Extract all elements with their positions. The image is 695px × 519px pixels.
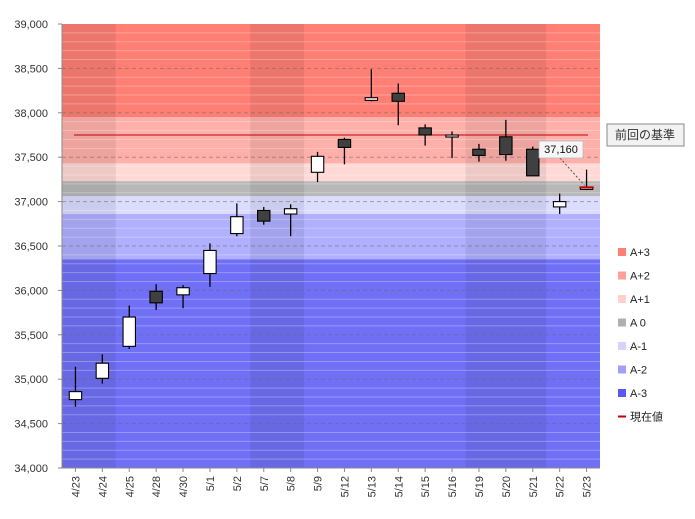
x-tick-label: 4/30 bbox=[178, 476, 190, 497]
band-aminus2 bbox=[62, 214, 600, 260]
x-tick-label: 5/2 bbox=[232, 476, 244, 491]
legend-label: A+3 bbox=[630, 247, 650, 259]
candle-body bbox=[472, 148, 486, 156]
y-tick-label: 37,500 bbox=[14, 152, 48, 164]
x-tick-label: 5/22 bbox=[555, 476, 567, 497]
candle-body bbox=[552, 201, 567, 208]
x-tick-label: 5/21 bbox=[528, 476, 540, 497]
x-tick-label: 5/20 bbox=[501, 476, 513, 497]
reference-label: 前回の基準 bbox=[615, 127, 675, 142]
x-tick-label: 4/24 bbox=[97, 476, 109, 497]
x-tick-label: 5/16 bbox=[447, 476, 459, 497]
legend-label: A+2 bbox=[630, 271, 650, 283]
y-tick-label: 34,500 bbox=[14, 419, 48, 431]
candle-body bbox=[283, 208, 298, 215]
x-tick-label: 5/12 bbox=[339, 476, 351, 497]
y-tick-label: 36,500 bbox=[14, 241, 48, 253]
candle-body bbox=[122, 316, 136, 347]
x-tick-label: 4/25 bbox=[124, 476, 136, 497]
x-tick-label: 5/23 bbox=[582, 476, 594, 497]
legend-swatch bbox=[618, 248, 626, 256]
candle-body bbox=[310, 155, 325, 173]
x-tick-label: 5/9 bbox=[313, 476, 325, 491]
x-tick-label: 5/15 bbox=[420, 476, 432, 497]
candle-body bbox=[176, 287, 190, 296]
y-tick-label: 35,500 bbox=[14, 330, 48, 342]
y-tick-label: 38,500 bbox=[14, 63, 48, 75]
legend-label: A-3 bbox=[630, 388, 647, 400]
candle-body bbox=[149, 290, 163, 304]
band-aplus3 bbox=[62, 24, 600, 118]
legend-swatch bbox=[618, 318, 626, 327]
x-tick-label: 5/1 bbox=[205, 476, 217, 491]
legend-swatch bbox=[618, 365, 626, 374]
legend-label: A-1 bbox=[630, 341, 647, 353]
x-tick-label: 4/28 bbox=[151, 476, 163, 497]
candle-body bbox=[257, 209, 271, 222]
legend-label: 現在値 bbox=[630, 411, 663, 424]
y-tick-label: 39,000 bbox=[14, 19, 48, 31]
x-tick-label: 5/14 bbox=[393, 476, 405, 497]
candle-body bbox=[230, 216, 244, 235]
grid-layer bbox=[62, 32, 600, 460]
y-tick-label: 35,000 bbox=[14, 374, 48, 386]
y-tick-label: 36,000 bbox=[14, 285, 48, 297]
x-tick-label: 5/19 bbox=[474, 476, 486, 497]
legend-swatch bbox=[618, 295, 626, 303]
legend-swatch bbox=[618, 342, 626, 350]
y-tick-label: 34,000 bbox=[14, 463, 48, 475]
candle-body bbox=[418, 127, 432, 136]
band-a0 bbox=[62, 181, 600, 197]
legend-swatch bbox=[618, 389, 626, 397]
reference-layer: 前回の基準 bbox=[74, 123, 685, 147]
candle-layer bbox=[68, 69, 594, 407]
x-tick-label: 5/7 bbox=[259, 476, 271, 491]
band-aplus1 bbox=[62, 163, 600, 182]
y-tick-label: 38,000 bbox=[14, 108, 48, 120]
axis-layer: 34,000 34,500 35,000 35,500 36,000 36,500 37,0… bbox=[14, 19, 600, 497]
reference-label-box bbox=[606, 123, 685, 147]
x-tick-label: 4/23 bbox=[70, 476, 82, 497]
candle-body bbox=[337, 138, 352, 148]
legend-swatch bbox=[618, 271, 626, 280]
candle-body bbox=[95, 362, 110, 379]
legend-label: A 0 bbox=[630, 318, 646, 330]
candle-body bbox=[499, 136, 513, 156]
legend-label: A+1 bbox=[630, 294, 650, 306]
candle-body bbox=[445, 134, 459, 138]
candle-body bbox=[68, 391, 83, 401]
candle-body bbox=[203, 249, 217, 275]
legend-label: A-2 bbox=[630, 365, 647, 377]
candle-body bbox=[364, 97, 379, 101]
candle-body bbox=[526, 148, 540, 177]
callout-value: 37,160 bbox=[544, 144, 578, 156]
callout-layer: 37,160 bbox=[538, 140, 585, 186]
band-aminus1 bbox=[62, 196, 600, 215]
callout-box bbox=[538, 140, 584, 159]
x-tick-label: 5/8 bbox=[286, 476, 298, 491]
y-tick-label: 37,000 bbox=[14, 197, 48, 209]
legend: A+3 A+2 A+1 A 0 A-1 A-2 A-3 現在値 bbox=[618, 247, 663, 424]
candle-body bbox=[391, 92, 405, 102]
x-tick-label: 5/13 bbox=[366, 476, 378, 497]
